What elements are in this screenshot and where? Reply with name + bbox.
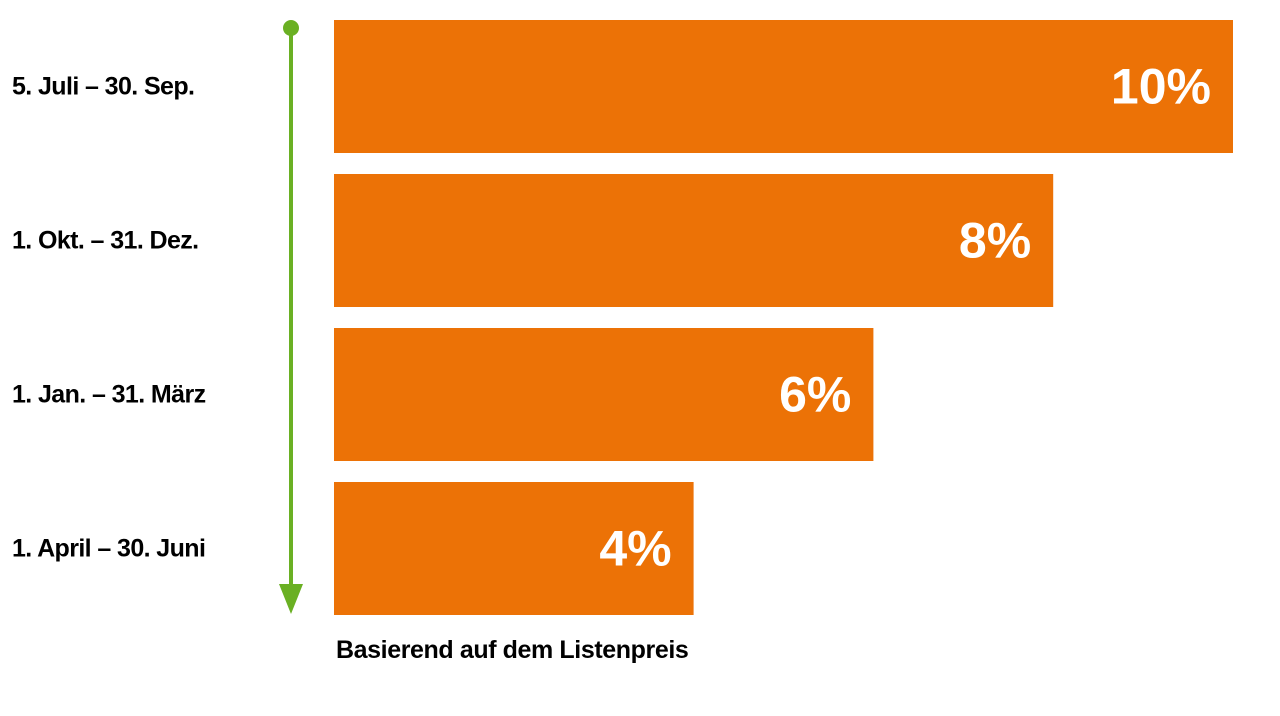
category-label-1: 5. Juli – 30. Sep. xyxy=(12,73,194,101)
bar-series xyxy=(334,20,1233,615)
value-labels: 10% 8% 6% 4% xyxy=(599,59,1211,577)
value-label-3: 6% xyxy=(779,367,851,423)
bar-3 xyxy=(334,328,874,461)
category-label-3: 1. Jan. – 31. März xyxy=(12,381,206,409)
value-label-4: 4% xyxy=(599,521,671,577)
category-label-4: 1. April – 30. Juni xyxy=(12,535,205,563)
value-label-1: 10% xyxy=(1111,59,1211,115)
bar-2 xyxy=(334,174,1054,307)
timeline-arrow-head xyxy=(279,584,303,614)
value-label-2: 8% xyxy=(959,213,1031,269)
category-labels: 5. Juli – 30. Sep. 1. Okt. – 31. Dez. 1. J… xyxy=(12,73,206,563)
bar-4 xyxy=(334,482,694,615)
category-label-2: 1. Okt. – 31. Dez. xyxy=(12,227,199,255)
footnote: Basierend auf dem Listenpreis xyxy=(336,636,688,664)
timeline-arrow xyxy=(279,20,303,614)
bar-1 xyxy=(334,20,1233,153)
timeline-arrow-start-dot xyxy=(283,20,299,36)
